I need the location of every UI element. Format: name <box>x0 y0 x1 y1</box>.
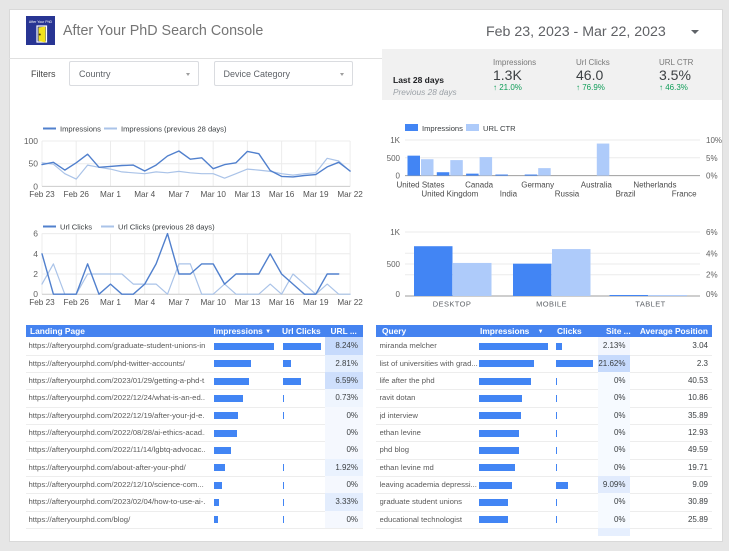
svg-text:500: 500 <box>387 260 401 269</box>
svg-text:Mar 7: Mar 7 <box>168 190 189 199</box>
svg-text:United States: United States <box>396 181 444 190</box>
svg-text:Netherlands: Netherlands <box>633 181 676 190</box>
svg-text:Canada: Canada <box>465 181 494 190</box>
svg-text:Feb 23: Feb 23 <box>29 298 55 307</box>
svg-text:0: 0 <box>396 172 401 181</box>
svg-text:Mar 16: Mar 16 <box>269 298 295 307</box>
svg-text:Mar 19: Mar 19 <box>303 190 329 199</box>
svg-text:Feb 23: Feb 23 <box>29 190 55 199</box>
svg-text:Mar 13: Mar 13 <box>235 298 261 307</box>
svg-text:Impressions: Impressions <box>60 125 101 134</box>
svg-text:4%: 4% <box>706 249 718 258</box>
svg-text:2: 2 <box>33 269 38 279</box>
svg-text:6: 6 <box>33 229 38 239</box>
svg-text:0: 0 <box>396 290 401 299</box>
svg-text:Mar 19: Mar 19 <box>303 298 329 307</box>
svg-text:Mar 16: Mar 16 <box>269 190 295 199</box>
svg-text:United Kingdom: United Kingdom <box>421 190 478 199</box>
svg-text:Mar 7: Mar 7 <box>168 298 189 307</box>
svg-text:Feb 26: Feb 26 <box>63 298 89 307</box>
svg-text:France: France <box>672 190 697 199</box>
svg-text:Mar 1: Mar 1 <box>100 298 121 307</box>
svg-text:India: India <box>500 190 518 199</box>
svg-text:Mar 22: Mar 22 <box>337 190 363 199</box>
svg-text:2%: 2% <box>706 271 718 280</box>
svg-text:Mar 4: Mar 4 <box>134 190 155 199</box>
svg-text:Russia: Russia <box>555 190 580 199</box>
svg-text:DESKTOP: DESKTOP <box>433 300 472 309</box>
svg-text:Brazil: Brazil <box>616 190 636 199</box>
svg-text:Url Clicks (previous 28 days): Url Clicks (previous 28 days) <box>118 223 215 232</box>
svg-text:6%: 6% <box>706 228 718 237</box>
svg-text:Germany: Germany <box>521 181 554 190</box>
svg-text:Mar 1: Mar 1 <box>100 190 121 199</box>
svg-text:MOBILE: MOBILE <box>536 300 567 309</box>
svg-text:1K: 1K <box>390 228 400 237</box>
svg-text:Australia: Australia <box>581 181 613 190</box>
svg-text:100: 100 <box>24 136 38 146</box>
svg-text:Mar 10: Mar 10 <box>200 298 226 307</box>
svg-text:Mar 4: Mar 4 <box>134 298 155 307</box>
svg-text:URL CTR: URL CTR <box>483 124 516 133</box>
svg-text:Mar 13: Mar 13 <box>235 190 261 199</box>
svg-text:Mar 22: Mar 22 <box>337 298 363 307</box>
svg-text:4: 4 <box>33 249 38 259</box>
svg-text:10%: 10% <box>706 136 722 145</box>
svg-text:5%: 5% <box>706 154 718 163</box>
svg-text:TABLET: TABLET <box>635 300 665 309</box>
svg-text:Impressions: Impressions <box>422 124 463 133</box>
svg-text:500: 500 <box>387 154 401 163</box>
svg-text:0%: 0% <box>706 172 718 181</box>
svg-text:Url Clicks: Url Clicks <box>60 223 92 232</box>
svg-text:Feb 26: Feb 26 <box>63 190 89 199</box>
svg-text:0%: 0% <box>706 290 718 299</box>
svg-text:1K: 1K <box>390 136 400 145</box>
svg-text:Impressions (previous 28 days): Impressions (previous 28 days) <box>121 125 227 134</box>
svg-text:0: 0 <box>33 289 38 299</box>
svg-text:Mar 10: Mar 10 <box>200 190 226 199</box>
svg-text:50: 50 <box>29 159 39 169</box>
svg-text:0: 0 <box>33 181 38 191</box>
